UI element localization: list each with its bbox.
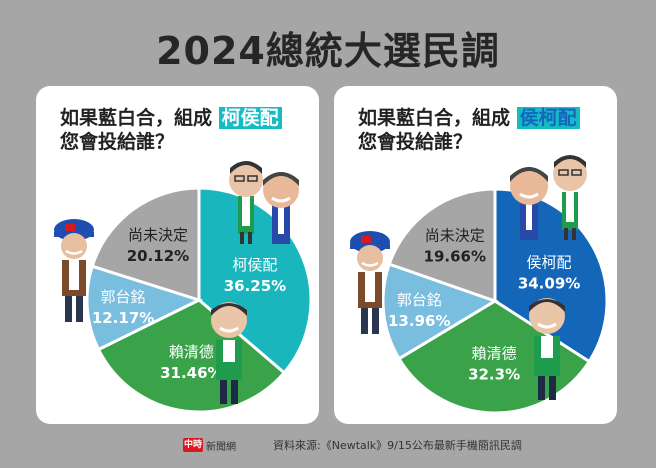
slice-value-label: 31.46% [160, 364, 222, 382]
slice-name-label: 郭台銘 [101, 288, 146, 306]
gou-figure [54, 219, 94, 322]
pie-chart: 侯柯配 34.09% 賴清德 32.3% 郭台銘 13.96% 尚未決定 19.66% [381, 187, 609, 415]
question-text: 如果藍白合，組成 [358, 107, 511, 129]
candidate-pair-figure [510, 155, 587, 240]
pie-slice [387, 187, 497, 304]
pie-slice [381, 262, 499, 361]
slice-value-label: 12.17% [92, 309, 154, 327]
slice-name-label: 賴清德 [169, 343, 214, 361]
footer: 中時 新聞網 資料來源:《Newtalk》9/15公布最新手機簡訊民調 [0, 436, 656, 456]
page-title: 2024總統大選民調 [156, 29, 500, 73]
slice-value-label: 34.09% [518, 274, 580, 292]
poll-panel-left: 如果藍白合，組成 柯侯配 您會投給誰？ 柯侯配 36.25% 賴清德 31.46% 郭台… [36, 86, 319, 424]
slice-name-label: 尚未決定 [425, 226, 485, 244]
poll-panel-right: 如果藍白合，組成 侯柯配 您會投給誰？ 侯柯配 34.09% 賴清德 32.3% 郭台銘… [334, 86, 617, 424]
gou-figure [350, 231, 390, 334]
slice-name-label: 侯柯配 [527, 253, 572, 271]
pie-slice [90, 186, 201, 303]
brand-logo: 中時 [183, 438, 203, 452]
slice-value-label: 20.12% [127, 247, 189, 265]
pie-slice [85, 264, 204, 352]
highlight-ticket: 侯柯配 [516, 107, 580, 129]
source-note: 資料來源:《Newtalk》9/15公布最新手機簡訊民調 [273, 439, 522, 452]
question-line1: 如果藍白合，組成 柯侯配 [60, 103, 282, 130]
question-line1: 如果藍白合，組成 侯柯配 [358, 103, 580, 130]
slice-name-label: 柯侯配 [232, 256, 277, 274]
brand-name: 新聞網 [206, 442, 236, 453]
lai-figure [211, 302, 247, 404]
highlight-ticket: 柯侯配 [218, 107, 282, 129]
slice-value-label: 13.96% [388, 312, 450, 330]
question-line2: 您會投給誰？ [358, 131, 473, 153]
lai-figure [529, 298, 565, 400]
candidate-pair-figure [229, 161, 299, 244]
slice-name-label: 賴清德 [472, 345, 517, 363]
question-line2: 您會投給誰？ [60, 131, 175, 153]
slice-name-label: 尚未決定 [128, 226, 188, 244]
slice-name-label: 郭台銘 [397, 291, 442, 309]
slice-value-label: 32.3% [468, 366, 520, 384]
question-text: 如果藍白合，組成 [60, 107, 213, 129]
slice-value-label: 19.66% [424, 247, 486, 265]
slice-value-label: 36.25% [224, 277, 286, 295]
